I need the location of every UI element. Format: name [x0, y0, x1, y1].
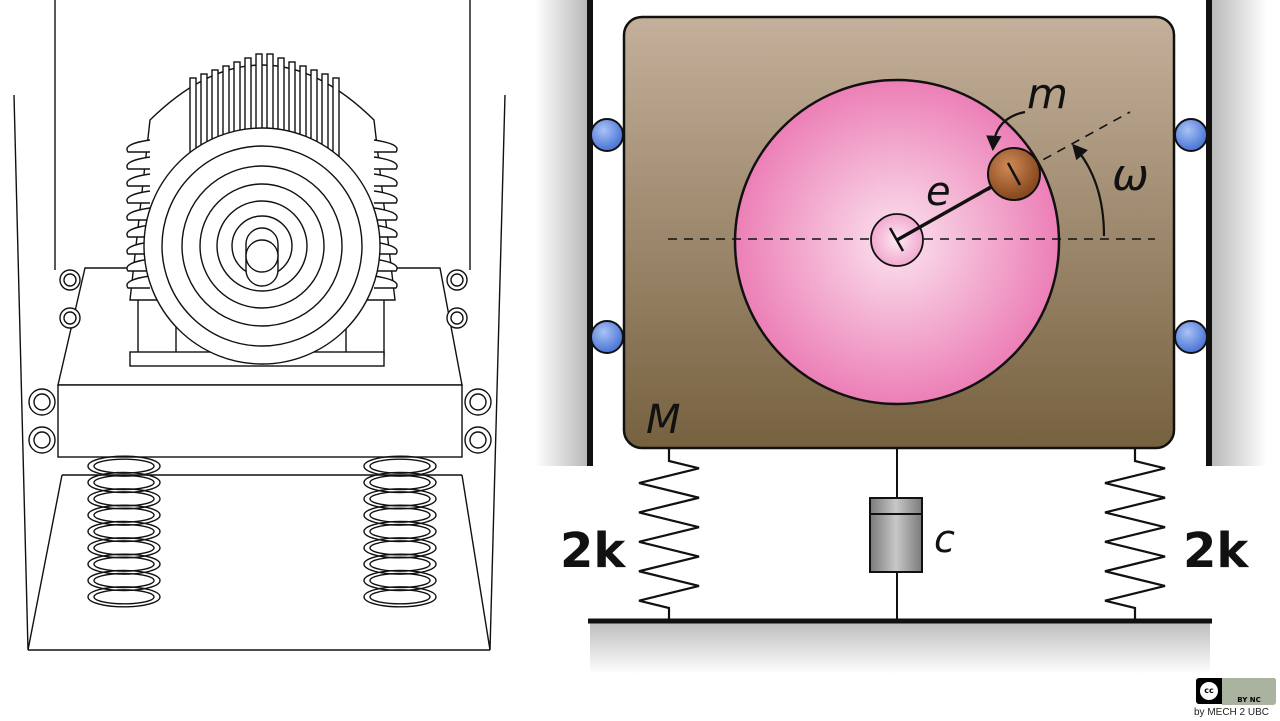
motor-illustration [13, 0, 506, 651]
motor-front-housing [143, 127, 381, 365]
roller-right-bottom [1174, 320, 1208, 354]
right-wall [1212, 0, 1267, 466]
omega-arc-arrow [1071, 143, 1106, 237]
mass-pointer-arrow [986, 110, 1026, 152]
coil-turn [93, 507, 155, 523]
spring-coil [638, 449, 700, 620]
wall-rollers [590, 118, 1208, 354]
coil-turn [93, 523, 155, 540]
coil-turn [369, 474, 431, 491]
left-wall [535, 0, 587, 466]
hub-center-mark [888, 227, 905, 252]
roller-left-top [590, 118, 624, 152]
mass-center-mark [1006, 162, 1022, 186]
coil-turn [369, 507, 431, 523]
side-fin [126, 173, 151, 187]
coil-turn [369, 523, 431, 540]
spring-right [1104, 449, 1166, 620]
label-spring-left: 2k [560, 523, 626, 579]
roller-left-bottom [590, 320, 624, 354]
label-omega: ω [1112, 150, 1149, 201]
coil-turn [87, 586, 161, 608]
damper [869, 449, 923, 620]
coil-turn [369, 540, 431, 556]
coil-turn [93, 556, 155, 572]
side-fin [126, 156, 151, 170]
side-fin [126, 190, 151, 204]
coil-turn [93, 491, 155, 507]
cc-terms: BY NC [1222, 677, 1276, 705]
roller-right-top [1174, 118, 1208, 152]
coil-turn [369, 491, 431, 507]
coil-turn [93, 589, 155, 605]
side-fin [373, 173, 398, 187]
label-damper: c [934, 517, 955, 561]
cc-badge: cc BY NC [1196, 677, 1276, 705]
label-eccentricity: e [926, 169, 951, 215]
cc-license-badge: cc BY NC by MECH 2 UBC [1188, 676, 1280, 721]
spring-left [638, 449, 700, 620]
coil-turn [93, 572, 155, 589]
side-fin [373, 156, 398, 170]
plate-rollers [28, 269, 492, 454]
coil-turn [369, 572, 431, 589]
label-small-mass: m [1027, 69, 1068, 118]
side-fin [373, 275, 398, 289]
side-fin [126, 207, 151, 221]
label-spring-right: 2k [1183, 523, 1249, 579]
right-coil-spring [363, 455, 437, 608]
ground [590, 622, 1210, 674]
coil-turn [93, 458, 155, 474]
label-large-mass: M [646, 397, 681, 443]
side-fin [373, 207, 398, 221]
spring-coil [1104, 449, 1166, 620]
credit-text: by MECH 2 UBC [1194, 707, 1270, 718]
left-coil-spring [87, 455, 161, 608]
coil-turn [363, 586, 437, 608]
coil-turn [369, 556, 431, 572]
side-fin [126, 275, 151, 289]
enclosure [13, 0, 506, 651]
coil-turn [93, 474, 155, 491]
coil-turn [93, 540, 155, 556]
coil-turn [369, 589, 431, 605]
side-fin [373, 190, 398, 204]
coil-turn [369, 458, 431, 474]
side-fin [126, 139, 151, 153]
cc-icon: cc [1200, 682, 1218, 700]
side-fin [373, 139, 398, 153]
